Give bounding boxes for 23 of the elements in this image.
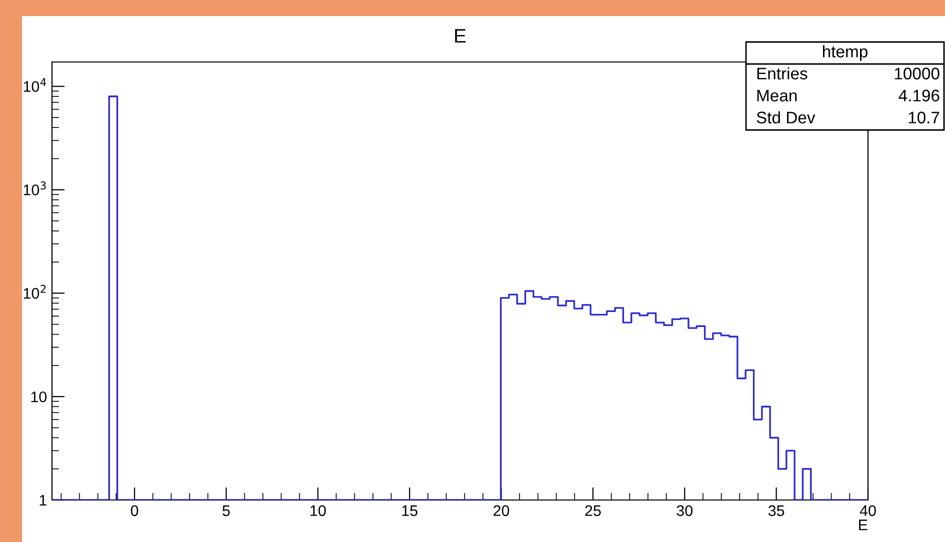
x-tick-label: 15 bbox=[402, 505, 418, 516]
x-tick-label: 30 bbox=[676, 505, 693, 516]
text: 4.196 bbox=[898, 90, 940, 102]
y-tick-label: 10$^{2}$ bbox=[24, 284, 46, 299]
x-tick-label: 10 bbox=[310, 505, 326, 516]
y-tick-label: 1 bbox=[40, 495, 46, 506]
x-tick-label: 0 bbox=[130, 505, 138, 516]
annotation: Entries bbox=[757, 67, 808, 80]
x-tick-label: 20 bbox=[494, 505, 510, 516]
x-tick-label: 40 bbox=[860, 505, 876, 516]
x-axis-title: E bbox=[859, 520, 868, 530]
chart-title: E bbox=[455, 29, 466, 43]
x-tick-label: 35 bbox=[768, 505, 784, 516]
y-tick-label: 10$^{3}$ bbox=[24, 181, 46, 196]
x-tick-label: 5 bbox=[222, 505, 230, 516]
text: 10000 bbox=[894, 68, 940, 80]
annotation: Mean bbox=[757, 90, 797, 102]
x-tick-label: 25 bbox=[585, 505, 601, 516]
text: htemp bbox=[822, 45, 868, 61]
annotation: Std Dev bbox=[756, 111, 816, 124]
y-tick-label: 10 bbox=[31, 391, 47, 402]
text: 10.7 bbox=[908, 112, 940, 124]
y-tick-label: 10$^{4}$ bbox=[24, 78, 46, 92]
